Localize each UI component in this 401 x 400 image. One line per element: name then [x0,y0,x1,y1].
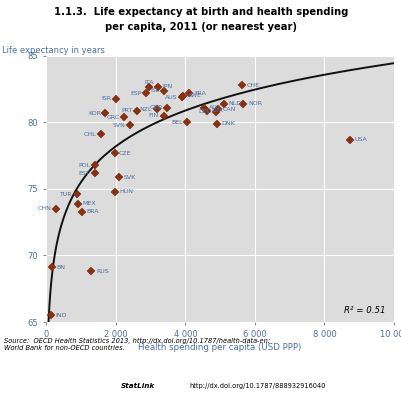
Text: Life expectancy in years: Life expectancy in years [2,46,105,55]
Text: DEU: DEU [197,109,211,114]
Text: KOR: KOR [88,111,101,116]
Text: LUX: LUX [211,108,223,113]
Text: NZL: NZL [140,107,152,112]
Text: BEL: BEL [171,120,182,125]
Text: PRT: PRT [121,108,132,113]
Text: per capita, 2011 (or nearest year): per capita, 2011 (or nearest year) [105,22,296,32]
Text: http://dx.doi.org/10.1787/888932916040: http://dx.doi.org/10.1787/888932916040 [188,383,325,389]
Text: BN: BN [56,265,65,270]
Text: HUN: HUN [119,189,134,194]
Text: NOR: NOR [247,101,261,106]
Text: SWE: SWE [187,93,200,98]
Text: GRC: GRC [106,115,119,120]
Text: RUS: RUS [96,269,108,274]
Text: JPN: JPN [162,84,172,89]
Text: AUT: AUT [208,105,221,110]
Text: GBR: GBR [149,105,162,110]
Text: BRA: BRA [86,209,99,214]
Text: FIN: FIN [148,113,159,118]
Text: 1.1.3.  Life expectancy at birth and health spending: 1.1.3. Life expectancy at birth and heal… [54,7,347,17]
Text: USA: USA [354,137,367,142]
Text: CAN: CAN [222,107,235,112]
Text: NLD: NLD [227,101,241,106]
Text: TUR: TUR [60,192,73,197]
Text: DNK: DNK [221,121,235,126]
Text: Source:  OECD Health Statistics 2013, http://dx.doi.org/10.1787/health-data-en;
: Source: OECD Health Statistics 2013, htt… [4,338,269,351]
Text: ISL: ISL [150,88,159,93]
Text: MEX: MEX [82,201,96,206]
Text: SVK: SVK [124,174,136,180]
Text: AUS: AUS [164,95,177,100]
Text: EST: EST [78,170,90,176]
X-axis label: Health spending per capita (USD PPP): Health spending per capita (USD PPP) [138,344,301,352]
Text: CHN: CHN [38,206,52,212]
Text: IND: IND [55,313,67,318]
Text: ITA: ITA [144,80,154,85]
Text: CHL: CHL [83,132,96,137]
Text: CZE: CZE [119,150,131,156]
Text: ESP: ESP [130,91,141,96]
Text: SVN: SVN [113,123,126,128]
Text: CHE: CHE [246,83,259,88]
Text: ISR: ISR [101,96,111,101]
Text: R² = 0.51: R² = 0.51 [343,306,384,315]
Text: POL: POL [78,162,90,168]
Text: StatLink: StatLink [120,383,154,389]
Text: FRA: FRA [193,91,205,96]
